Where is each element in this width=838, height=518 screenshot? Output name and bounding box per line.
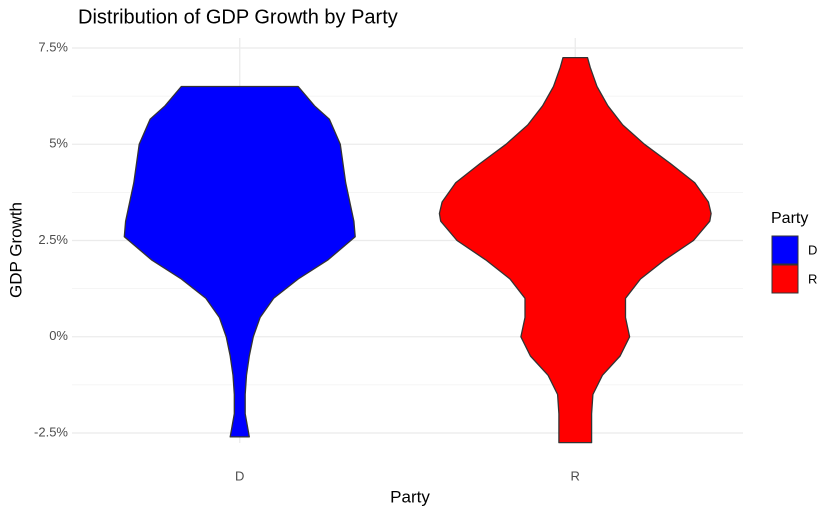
x-axis-label: Party bbox=[390, 487, 430, 506]
legend-label: D bbox=[808, 242, 817, 257]
legend-label: R bbox=[808, 271, 817, 286]
legend-key bbox=[771, 264, 799, 294]
y-tick-label: 5% bbox=[49, 136, 68, 151]
violin bbox=[438, 56, 712, 444]
y-tick-label: 0% bbox=[49, 328, 68, 343]
y-axis-label: GDP Growth bbox=[6, 202, 25, 298]
y-tick-label: -2.5% bbox=[34, 424, 68, 439]
legend-key bbox=[771, 235, 799, 265]
chart-title: Distribution of GDP Growth by Party bbox=[78, 6, 398, 28]
x-tick-label: R bbox=[571, 468, 580, 483]
x-tick-label: D bbox=[235, 468, 244, 483]
legend-title: Party bbox=[771, 210, 808, 227]
y-tick-label: 7.5% bbox=[38, 39, 68, 54]
violin bbox=[123, 85, 356, 438]
y-tick-label: 2.5% bbox=[38, 232, 68, 247]
